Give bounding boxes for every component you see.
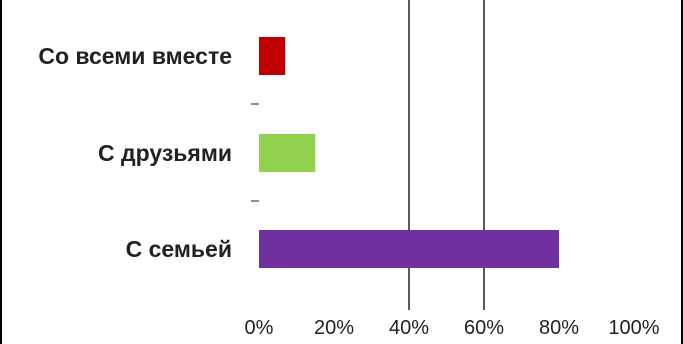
- x-tick-label-60: 60%: [464, 317, 504, 339]
- category-separators: [251, 103, 259, 202]
- x-tick-label-0: 0%: [245, 317, 274, 339]
- category-label-2: С семьей: [126, 236, 232, 262]
- bars: [259, 37, 559, 268]
- x-tick-label-40: 40%: [389, 317, 429, 339]
- category-label-0: Со всеми вместе: [38, 43, 232, 69]
- bar-2: [259, 230, 559, 268]
- x-tick-label-80: 80%: [539, 317, 579, 339]
- category-labels: Со всеми вместе С друзьями С семьей: [38, 43, 232, 262]
- x-tick-label-20: 20%: [314, 317, 354, 339]
- x-tick-label-100: 100%: [608, 317, 659, 339]
- bar-1: [259, 134, 316, 172]
- x-axis-tick-labels: 0% 20% 40% 60% 80% 100%: [245, 317, 660, 339]
- category-label-1: С друзьями: [98, 140, 232, 166]
- bar-0: [259, 37, 286, 75]
